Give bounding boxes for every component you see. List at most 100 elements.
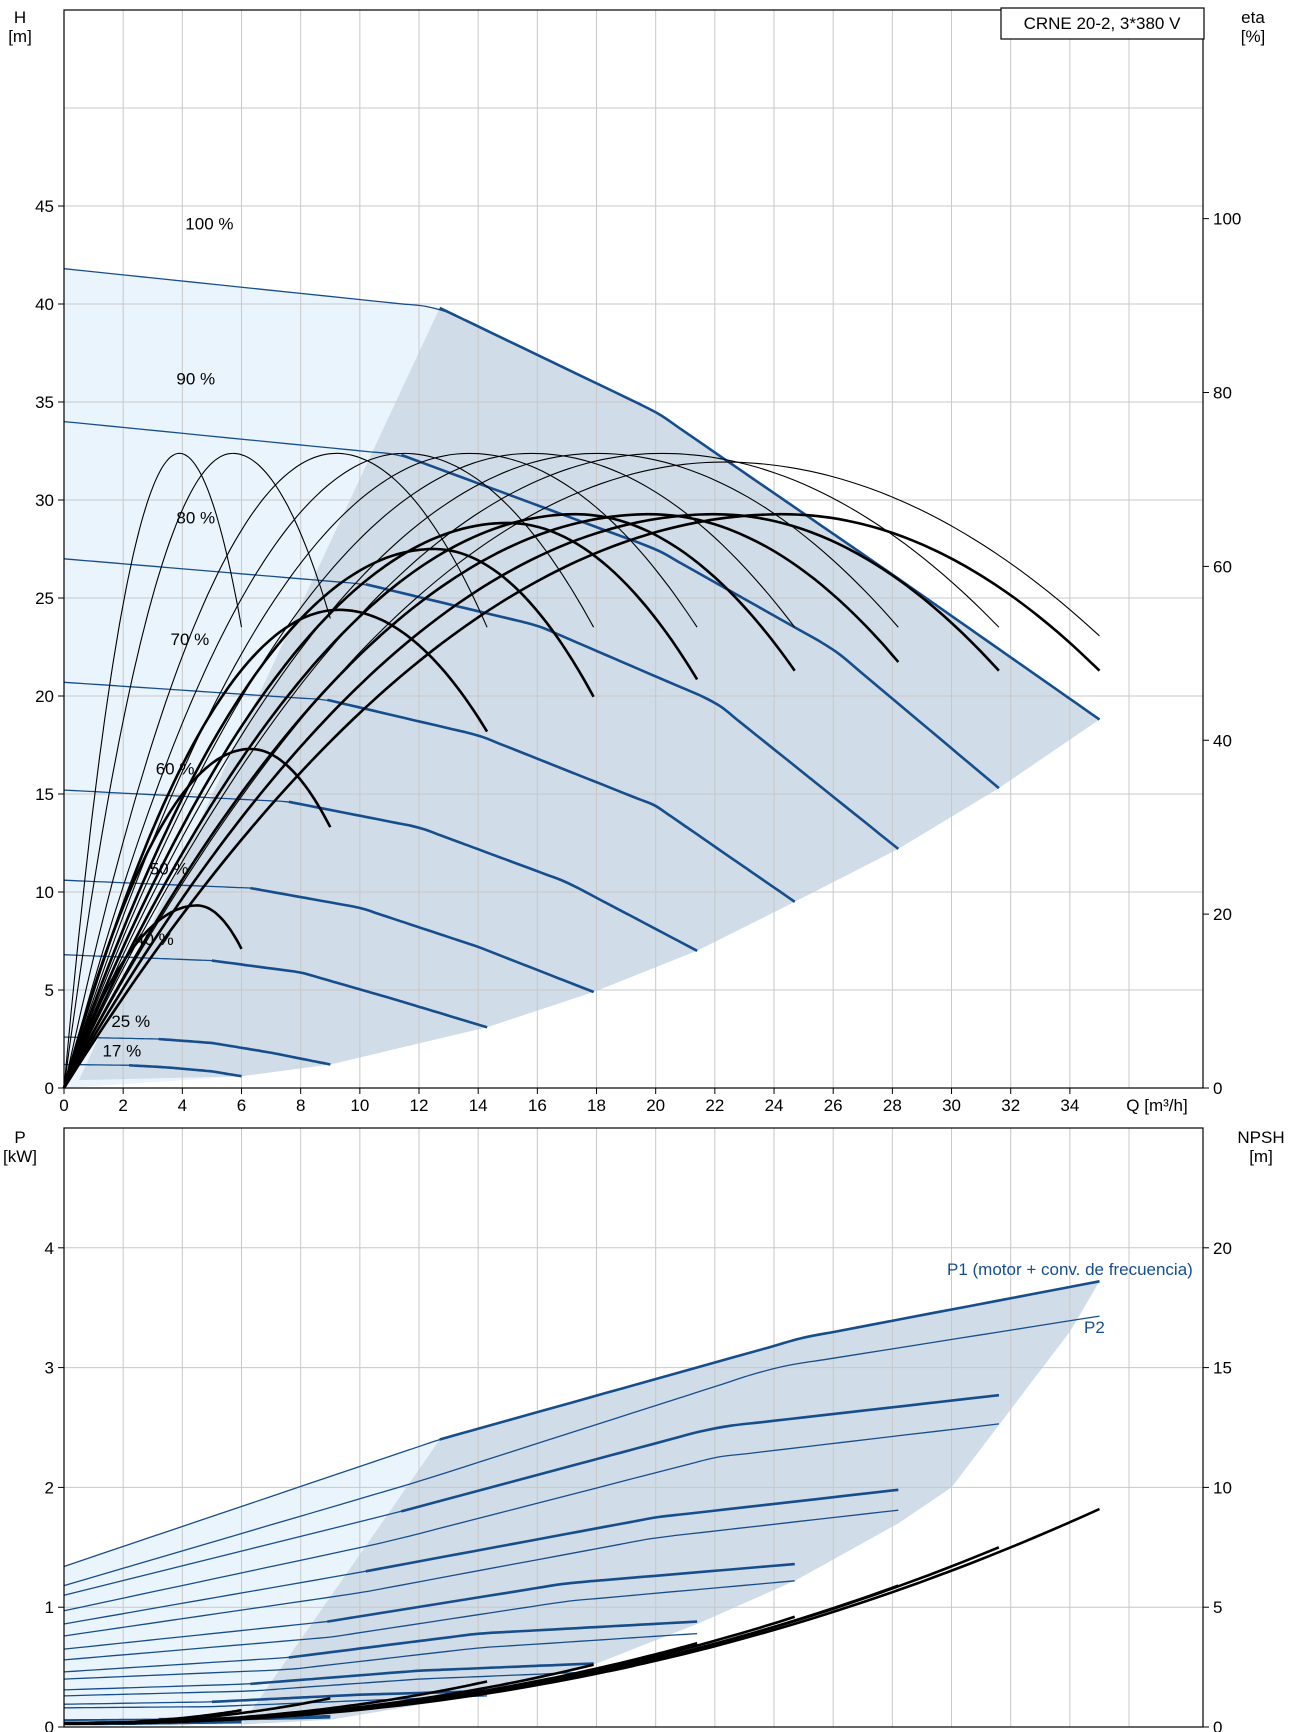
efficiency-curve — [62, 512, 900, 1089]
x-tick-label: 0 — [59, 1096, 68, 1115]
chart-title: CRNE 20-2, 3*380 V — [1024, 14, 1182, 33]
speed-label: 70 % — [171, 630, 210, 649]
p2-curve — [63, 1671, 594, 1697]
x-tick-label: 32 — [1001, 1096, 1020, 1115]
lower-frame — [63, 1127, 1204, 1728]
x-tick-label: 30 — [942, 1096, 961, 1115]
efficiency-curve — [63, 452, 243, 1089]
y-left-tick-label: 0 — [45, 1718, 54, 1732]
npsh-curve — [64, 1708, 242, 1725]
y-right-tick-label: 5 — [1213, 1598, 1222, 1617]
efficiency-curve — [63, 452, 1000, 1089]
speed-label: 100 % — [185, 215, 233, 234]
operating-power-area — [241, 1281, 1100, 1725]
x-tick-label: 28 — [883, 1096, 902, 1115]
x-tick-label: 26 — [824, 1096, 843, 1115]
efficiency-curve — [63, 452, 899, 1089]
p2-curve — [63, 1423, 999, 1612]
y-left-tick-label: 20 — [35, 687, 54, 706]
head-curve-operating — [288, 800, 698, 952]
x-tick-label: 18 — [587, 1096, 606, 1115]
y-right-tick-label: 10 — [1213, 1478, 1232, 1497]
upper-frame — [63, 9, 1204, 1089]
p1-curve-operating — [327, 1562, 795, 1623]
speed-label: 17 % — [102, 1042, 141, 1061]
efficiency-curve — [63, 452, 796, 1089]
y-left-tick-label: 35 — [35, 393, 54, 412]
y-right-axis-label: eta — [1241, 8, 1265, 27]
y-right-tick-label: 20 — [1213, 905, 1232, 924]
speed-label: 50 % — [150, 859, 189, 878]
y-left-tick-label: 1 — [45, 1598, 54, 1617]
y-left-axis-unit: [m] — [8, 27, 32, 46]
y-right-axis-unit: [m] — [1249, 1147, 1273, 1166]
y-left-tick-label: 30 — [35, 491, 54, 510]
p1-curve-operating — [400, 1393, 1000, 1513]
p1-curve-operating — [250, 1662, 594, 1686]
p1-series-label: P1 (motor + conv. de frecuencia) — [947, 1260, 1193, 1279]
efficiency-curve — [63, 461, 1100, 1089]
head-curve-operating — [250, 886, 595, 994]
p2-series-label: P2 — [1084, 1318, 1105, 1337]
y-left-tick-label: 25 — [35, 589, 54, 608]
y-right-tick-label: 80 — [1213, 384, 1232, 403]
y-left-axis-label: P — [14, 1128, 25, 1147]
x-tick-label: 16 — [528, 1096, 547, 1115]
y-left-tick-label: 2 — [45, 1478, 54, 1497]
p2-curve — [63, 1315, 1100, 1587]
x-tick-label: 4 — [178, 1096, 187, 1115]
head-curve-operating — [158, 1037, 331, 1066]
y-left-tick-label: 5 — [45, 981, 54, 1000]
efficiency-curve — [63, 452, 595, 1089]
head-curve-operating — [129, 1064, 242, 1078]
operating-range-area — [78, 307, 1100, 1081]
efficiency-curve — [62, 512, 1101, 1089]
y-right-axis-unit: [%] — [1241, 27, 1266, 46]
y-left-axis-label: H — [14, 8, 26, 27]
head-curve-operating — [439, 306, 1101, 721]
speed-label: 60 % — [156, 759, 195, 778]
head-curve-operating — [211, 959, 488, 1029]
y-left-tick-label: 15 — [35, 785, 54, 804]
x-tick-label: 20 — [646, 1096, 665, 1115]
head-efficiency-panel: 0 2 4 6 8 10 12 14 16 18 20 22 24 26 28 30 32 34 Q [m³/h]0… — [8, 7, 1266, 1115]
p1-curve-operating — [439, 1280, 1100, 1441]
x-tick-label: 12 — [410, 1096, 429, 1115]
efficiency-curve — [62, 512, 1000, 1089]
x-tick-label: 8 — [296, 1096, 305, 1115]
x-tick-label: 2 — [118, 1096, 127, 1115]
x-tick-label: 6 — [237, 1096, 246, 1115]
x-tick-label: 22 — [705, 1096, 724, 1115]
x-tick-label: 34 — [1060, 1096, 1079, 1115]
p1-curve-operating — [211, 1689, 488, 1704]
head-curve-operating — [400, 453, 1000, 790]
p2-curve — [63, 1580, 795, 1661]
efficiency-curve — [63, 452, 698, 1089]
y-left-tick-label: 3 — [45, 1359, 54, 1378]
y-left-tick-label: 45 — [35, 197, 54, 216]
y-right-tick-label: 100 — [1213, 210, 1241, 229]
y-right-tick-label: 15 — [1213, 1359, 1232, 1378]
p1-curve-operating — [288, 1620, 698, 1659]
title-box — [1000, 7, 1205, 40]
head-curve-operating — [327, 698, 796, 903]
y-left-tick-label: 0 — [45, 1079, 54, 1098]
x-tick-label: 10 — [350, 1096, 369, 1115]
y-left-tick-label: 4 — [45, 1239, 54, 1258]
y-right-axis-label: NPSH — [1237, 1128, 1284, 1147]
y-right-tick-label: 60 — [1213, 557, 1232, 576]
efficiency-curve — [62, 512, 796, 1089]
speed-label: 90 % — [176, 369, 215, 388]
y-left-tick-label: 40 — [35, 295, 54, 314]
x-tick-label: 14 — [469, 1096, 488, 1115]
y-right-tick-label: 0 — [1213, 1079, 1222, 1098]
y-right-tick-label: 40 — [1213, 731, 1232, 750]
speed-label: 40 % — [135, 930, 174, 949]
x-axis-label: Q [m³/h] — [1126, 1096, 1187, 1115]
extended-power-area — [64, 1439, 440, 1727]
y-right-tick-label: 0 — [1213, 1718, 1222, 1732]
speed-label: 25 % — [111, 1012, 150, 1031]
p1-curve-operating — [365, 1488, 899, 1573]
power-npsh-panel: 0 1 2 3 4 0 5 10 15 20 P[kW] NPSH[m] P1 (motor + con… — [3, 1127, 1285, 1732]
y-right-tick-label: 20 — [1213, 1239, 1232, 1258]
